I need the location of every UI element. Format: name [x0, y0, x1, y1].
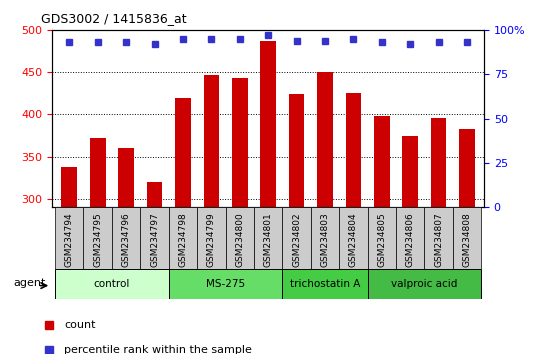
Text: GSM234798: GSM234798 [178, 212, 188, 267]
Text: GSM234804: GSM234804 [349, 212, 358, 267]
Bar [367, 207, 396, 269]
Text: GSM234800: GSM234800 [235, 212, 244, 267]
Text: count: count [64, 320, 96, 330]
Bar [90, 138, 106, 207]
Bar [232, 78, 248, 207]
Text: trichostatin A: trichostatin A [290, 279, 360, 289]
Bar [84, 207, 112, 269]
Bar [403, 136, 418, 207]
Bar [431, 118, 447, 207]
Text: GSM234797: GSM234797 [150, 212, 159, 267]
Bar [197, 207, 226, 269]
Bar [112, 207, 140, 269]
Bar [282, 207, 311, 269]
Bar [118, 148, 134, 207]
Text: GSM234795: GSM234795 [93, 212, 102, 267]
Text: GSM234801: GSM234801 [263, 212, 273, 267]
Bar [367, 269, 481, 299]
Text: GSM234803: GSM234803 [321, 212, 329, 267]
Bar [311, 207, 339, 269]
Text: GSM234808: GSM234808 [463, 212, 471, 267]
Text: GSM234794: GSM234794 [65, 212, 74, 267]
Text: GSM234796: GSM234796 [122, 212, 130, 267]
Bar [345, 93, 361, 207]
Bar [396, 207, 425, 269]
Text: MS-275: MS-275 [206, 279, 245, 289]
Text: valproic acid: valproic acid [391, 279, 458, 289]
Bar [55, 207, 84, 269]
Bar [254, 207, 282, 269]
Text: GSM234799: GSM234799 [207, 212, 216, 267]
Bar [169, 207, 197, 269]
Bar [289, 94, 304, 207]
Text: percentile rank within the sample: percentile rank within the sample [64, 345, 252, 354]
Bar [317, 72, 333, 207]
Bar [425, 207, 453, 269]
Bar [453, 207, 481, 269]
Text: control: control [94, 279, 130, 289]
Text: GSM234802: GSM234802 [292, 212, 301, 267]
Bar [62, 167, 77, 207]
Bar [169, 269, 282, 299]
Bar [140, 207, 169, 269]
Text: agent: agent [13, 278, 46, 287]
Text: GSM234806: GSM234806 [406, 212, 415, 267]
Bar [55, 269, 169, 299]
Text: GDS3002 / 1415836_at: GDS3002 / 1415836_at [41, 12, 187, 25]
Text: GSM234805: GSM234805 [377, 212, 386, 267]
Bar [374, 116, 389, 207]
Text: GSM234807: GSM234807 [434, 212, 443, 267]
Bar [282, 269, 367, 299]
Bar [204, 75, 219, 207]
Bar [147, 182, 162, 207]
Bar [260, 41, 276, 207]
Bar [459, 129, 475, 207]
Bar [226, 207, 254, 269]
Bar [339, 207, 367, 269]
Bar [175, 97, 191, 207]
